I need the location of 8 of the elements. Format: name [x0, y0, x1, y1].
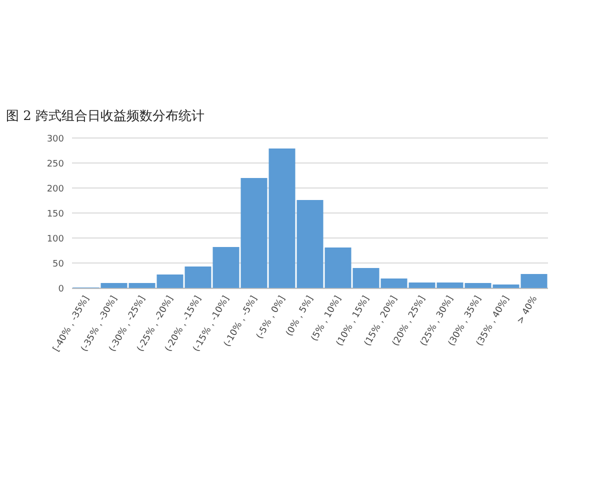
y-tick-label: 100 [46, 234, 64, 244]
chart-title: 图 2 跨式组合日收益频数分布统计 [6, 109, 205, 124]
y-tick-label: 300 [46, 134, 64, 144]
y-tick-label: 250 [46, 160, 64, 170]
y-tick-label: 150 [46, 210, 64, 220]
y-tick-label: 200 [46, 184, 64, 194]
y-tick-label: 50 [52, 260, 64, 270]
y-tick-label: 0 [58, 284, 64, 294]
